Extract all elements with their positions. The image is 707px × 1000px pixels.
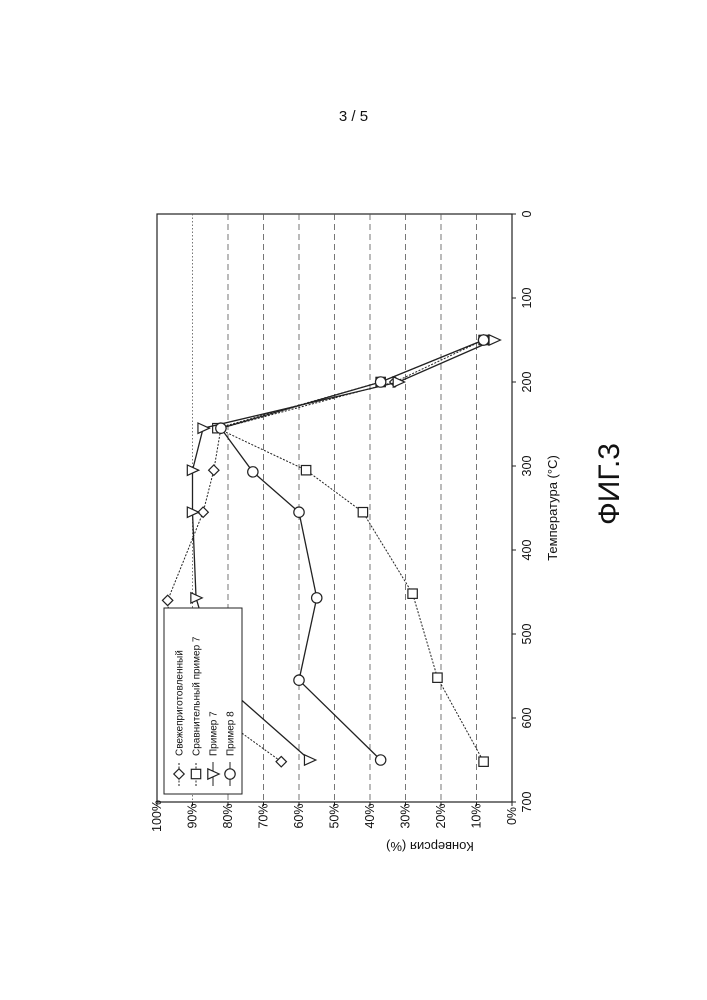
y-tick-label: 80% <box>221 803 235 828</box>
data-point <box>489 335 500 345</box>
data-point <box>248 467 258 477</box>
data-point <box>216 423 226 433</box>
x-tick-label: 500 <box>520 624 534 645</box>
y-axis-label: Конверсия (%) <box>386 839 474 854</box>
data-point <box>276 756 286 766</box>
x-tick-label: 100 <box>520 288 534 309</box>
series-line <box>217 340 483 762</box>
data-point <box>209 465 219 475</box>
data-point <box>375 377 385 387</box>
legend: Свежеприготовленный Сравнительный пример … <box>164 608 242 794</box>
legend-marker <box>225 769 235 779</box>
data-point <box>312 593 322 603</box>
y-tick-label: 40% <box>363 803 377 828</box>
series-2 <box>213 335 489 766</box>
data-point <box>294 507 304 517</box>
data-point <box>433 673 442 682</box>
data-point <box>408 589 417 598</box>
data-point <box>198 423 209 433</box>
legend-marker <box>191 769 200 778</box>
data-point <box>162 595 172 605</box>
y-tick-label: 20% <box>434 803 448 828</box>
y-tick-label: 10% <box>470 803 484 828</box>
data-point <box>478 335 488 345</box>
figure-label: ФИГ.3 <box>593 443 627 525</box>
data-point <box>304 755 315 765</box>
y-tick-label: 60% <box>292 803 306 828</box>
data-point <box>479 757 488 766</box>
x-tick-label: 600 <box>520 708 534 729</box>
legend-label: Пример 7 <box>209 711 220 756</box>
x-tick-label: 200 <box>520 372 534 393</box>
x-axis-label: Температура (°C) <box>545 455 560 561</box>
y-tick-label: 100% <box>150 800 164 832</box>
y-tick-label: 70% <box>257 803 271 828</box>
legend-label: Сравнительный пример 7 <box>192 636 203 756</box>
y-tick-label: 90% <box>186 803 200 828</box>
legend-label: Пример 8 <box>226 711 237 756</box>
x-tick-label: 300 <box>520 456 534 477</box>
data-point <box>375 755 385 765</box>
series-line <box>221 340 484 760</box>
x-tick-label: 0 <box>520 210 534 217</box>
y-tick-label: 30% <box>399 803 413 828</box>
series-4 <box>216 335 489 765</box>
x-tick-label: 700 <box>520 792 534 813</box>
data-point <box>301 466 310 475</box>
x-tick-label: 400 <box>520 540 534 561</box>
data-point <box>358 508 367 517</box>
y-tick-label: 0% <box>505 807 519 825</box>
legend-label: Свежеприготовленный <box>175 650 186 756</box>
y-tick-label: 50% <box>328 803 342 828</box>
data-point <box>294 675 304 685</box>
